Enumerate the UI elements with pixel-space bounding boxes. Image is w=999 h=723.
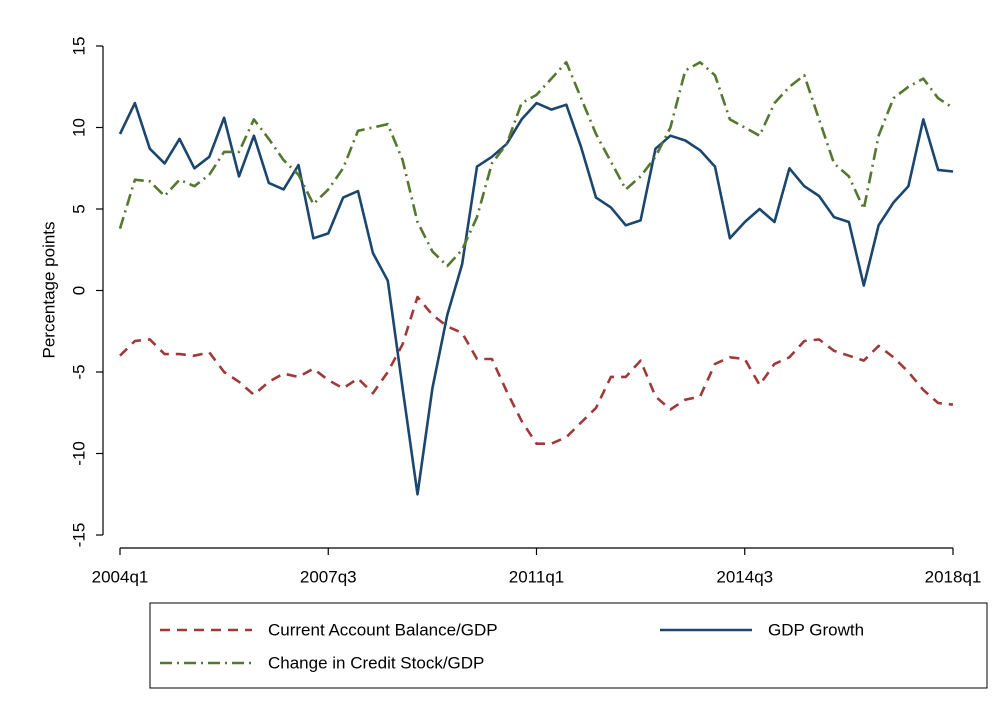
legend-label: GDP Growth [768,620,864,639]
y-tick-label: -15 [69,523,88,548]
y-tick-label: -10 [69,441,88,466]
x-tick-label: 2011q1 [509,567,564,586]
y-tick-label: 0 [69,286,88,295]
y-tick-label: -5 [69,364,88,379]
legend-label: Current Account Balance/GDP [268,620,498,639]
x-tick-label: 2007q3 [300,567,357,586]
y-tick-label: 10 [69,118,88,137]
y-axis-label: Percentage points [39,221,58,358]
x-tick-label: 2004q1 [92,567,149,586]
y-tick-label: 5 [69,204,88,213]
legend-label: Change in Credit Stock/GDP [268,653,484,672]
y-tick-label: 15 [69,37,88,56]
legend-box [149,602,988,689]
x-tick-label: 2018q1 [925,567,982,586]
series-line [118,61,954,268]
series-line [118,101,954,496]
series-line [119,295,954,445]
x-tick-label: 2014q3 [716,567,773,586]
